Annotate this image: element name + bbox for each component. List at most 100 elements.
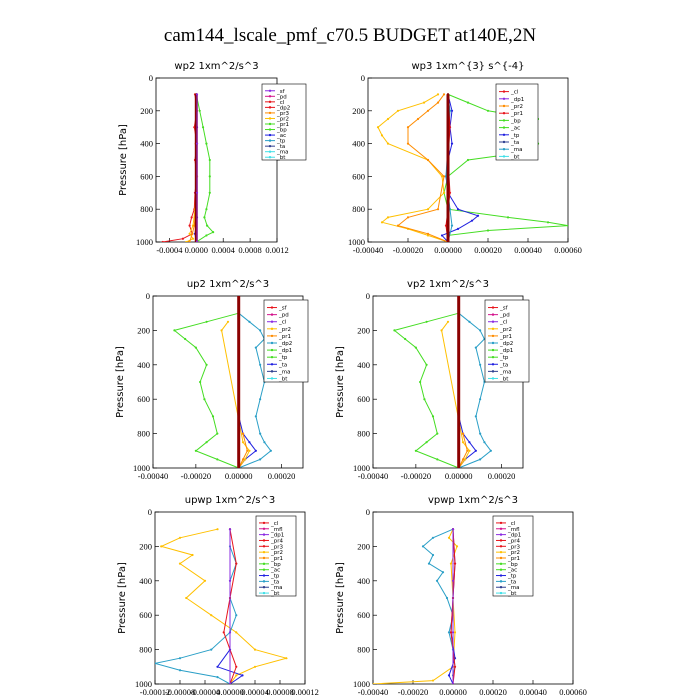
data-point — [386, 142, 390, 145]
legend-marker — [491, 334, 495, 338]
data-point — [248, 441, 251, 444]
legend-box — [492, 515, 534, 597]
data-point — [216, 458, 219, 461]
data-point — [194, 449, 197, 452]
x-tick-label: -0.00020 — [401, 471, 431, 481]
legend: _cl_mfl_dp1_pr4_pr3_pr2_pr1_bp_ac_tp_ta_… — [492, 515, 534, 597]
legend-marker — [268, 133, 272, 137]
y-axis-label: Pressure [hPa] — [115, 346, 126, 418]
x-tick-label: -0.00040 — [358, 687, 388, 697]
x-tick-label: -0.0004 — [156, 245, 183, 255]
x-tick-label: 0.0008 — [238, 245, 261, 255]
legend-marker — [270, 370, 274, 373]
y-axis-label: Pressure [hPa] — [335, 346, 346, 418]
data-point — [235, 562, 238, 565]
data-point — [205, 320, 208, 323]
legend-marker — [268, 106, 272, 109]
data-point — [263, 441, 266, 444]
legend-marker — [499, 550, 503, 554]
legend-marker — [268, 156, 272, 159]
figure-title: cam144_lscale_pmf_c70.5 BUDGET at140E,2N — [164, 25, 536, 46]
legend-label: _bt — [507, 591, 517, 597]
x-tick-label: -0.00008 — [165, 687, 195, 697]
y-tick-label: 800 — [352, 204, 365, 214]
legend-label: _bt — [510, 154, 520, 160]
data-point — [211, 415, 215, 418]
x-tick-label: 0.00012 — [291, 687, 319, 697]
data-point — [441, 571, 445, 574]
x-tick-label: -0.00004 — [190, 687, 221, 697]
data-point — [440, 175, 444, 178]
y-tick-label: 600 — [357, 394, 370, 404]
data-point — [431, 553, 435, 557]
data-point — [254, 449, 257, 452]
series-line-gold — [377, 93, 449, 242]
data-point — [178, 669, 182, 672]
legend-label: _bt — [499, 376, 509, 382]
data-point — [185, 596, 188, 600]
data-point — [457, 363, 460, 366]
legend-label: _ac — [510, 126, 520, 132]
y-axis-label: Pressure [hPa] — [118, 124, 129, 196]
legend-label: _tp — [276, 139, 286, 145]
data-point — [453, 562, 457, 565]
y-tick-label: 800 — [357, 645, 370, 655]
legend-marker — [268, 150, 272, 153]
legend-label: _pr1 — [510, 111, 523, 117]
data-point — [220, 329, 223, 332]
y-tick-label: 400 — [357, 576, 370, 586]
data-point — [464, 458, 467, 461]
data-point — [259, 432, 262, 435]
data-point — [442, 93, 446, 96]
data-point — [201, 126, 205, 129]
data-point — [446, 320, 450, 323]
legend: _cl_dp1_pr2_pr1_bp _ac_tp_ta_ma_bt — [495, 83, 539, 160]
legend-label: _bt — [278, 376, 288, 382]
data-point — [476, 214, 480, 217]
data-point — [205, 363, 208, 366]
data-point — [205, 224, 209, 227]
data-point — [259, 458, 262, 461]
data-point — [184, 337, 187, 341]
x-tick-label: 0.00020 — [474, 245, 502, 255]
legend-label: _dp2 — [276, 105, 290, 111]
data-point — [248, 449, 251, 452]
data-point — [489, 449, 492, 452]
y-tick-label: 200 — [139, 541, 152, 551]
data-point — [210, 614, 213, 617]
legend-marker — [499, 527, 503, 530]
data-point — [195, 93, 199, 96]
data-point — [426, 234, 430, 237]
legend-label: _sf — [278, 306, 288, 312]
legend-marker — [270, 306, 274, 309]
data-point — [457, 415, 460, 418]
data-point — [254, 346, 257, 349]
data-point — [203, 398, 206, 401]
legend-label: _ma — [278, 369, 290, 375]
legend-label: _bt — [276, 155, 286, 161]
y-tick-label: 0 — [366, 507, 370, 517]
legend-label: _ma — [507, 585, 519, 591]
legend-label: _ac — [276, 133, 286, 139]
data-point — [546, 221, 550, 224]
legend-marker — [502, 112, 506, 115]
data-point — [446, 93, 450, 96]
legend-label: _bp — [276, 128, 287, 134]
y-tick-label: 200 — [357, 541, 370, 551]
y-tick-label: 1000 — [136, 237, 153, 247]
legend-label: _bt — [270, 591, 280, 597]
legend-label: _ma — [270, 585, 282, 591]
legend-label: _pr1 — [270, 556, 283, 562]
data-point — [285, 657, 288, 660]
legend-marker — [262, 591, 266, 595]
data-point — [450, 224, 454, 227]
data-point — [450, 142, 454, 145]
data-point — [461, 458, 465, 461]
data-point — [483, 441, 486, 444]
x-tick-label: -0.00040 — [358, 471, 388, 481]
series-line-teal — [238, 312, 272, 468]
legend-marker — [262, 586, 266, 589]
legend-marker — [270, 320, 274, 323]
legend-marker — [499, 591, 503, 595]
data-point — [194, 346, 197, 349]
